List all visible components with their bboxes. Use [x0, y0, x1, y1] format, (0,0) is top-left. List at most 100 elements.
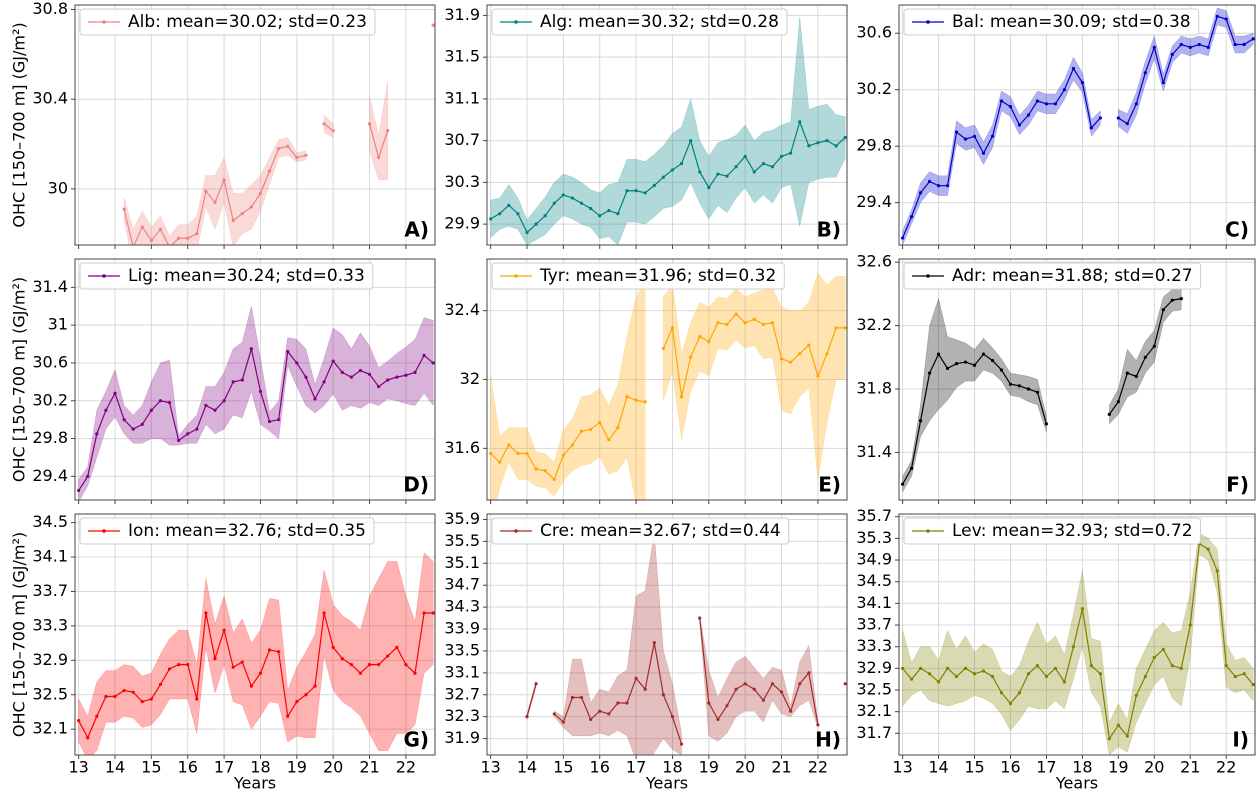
marker — [936, 184, 941, 188]
marker — [752, 317, 756, 321]
legend-marker — [514, 20, 518, 24]
y-axis-label: OHC [150–700 m] (GJ/m²) — [10, 22, 29, 227]
marker — [1017, 384, 1022, 388]
legend-box — [903, 517, 1202, 545]
marker — [525, 715, 529, 719]
x-tick-label: 16 — [590, 758, 610, 777]
x-tick-label: 13 — [892, 758, 912, 777]
marker — [634, 189, 638, 193]
marker — [963, 666, 968, 670]
marker — [789, 151, 793, 155]
marker — [972, 672, 977, 676]
y-tick-label: 32.9 — [32, 650, 68, 669]
marker — [367, 663, 372, 667]
marker — [725, 322, 729, 327]
std-band — [123, 137, 307, 245]
plot-frame — [74, 513, 436, 756]
marker — [843, 326, 847, 330]
panel-label: G) — [403, 728, 429, 752]
marker — [213, 200, 217, 204]
y-tick-label: 32.1 — [32, 719, 68, 738]
marker — [395, 645, 399, 650]
marker — [1026, 672, 1031, 676]
marker — [945, 366, 950, 371]
std-band — [369, 81, 388, 181]
marker — [1017, 123, 1022, 127]
marker — [516, 451, 520, 456]
panel: 31.4 31.8 32.2 32.6 Adr: mean=31.88; std=0.2… — [856, 252, 1256, 504]
x-tick-label: 17 — [626, 758, 646, 777]
marker — [431, 361, 435, 365]
marker — [177, 438, 181, 443]
legend: Ion: mean=32.76; std=0.35 — [79, 517, 375, 545]
marker — [1089, 664, 1093, 668]
marker — [734, 687, 738, 691]
marker — [552, 477, 556, 481]
x-tick-label: 15 — [964, 758, 984, 777]
x-tick-label: 22 — [396, 758, 416, 777]
marker — [816, 374, 820, 378]
marker — [367, 372, 372, 376]
marker — [1008, 382, 1013, 386]
marker — [927, 179, 932, 184]
marker — [113, 391, 117, 395]
y-tick-label: 31.4 — [856, 442, 892, 461]
marker — [167, 667, 172, 671]
panel: 29.4 29.8 30.2 30.6 31 31.4 Lig: mean=30.24; s… — [32, 258, 436, 504]
marker — [322, 611, 326, 615]
y-tick-label: 32 — [460, 369, 480, 388]
marker — [168, 246, 171, 249]
marker — [95, 432, 99, 436]
y-tick-label: 34.3 — [444, 597, 480, 616]
marker — [277, 418, 281, 422]
y-tick-label: 31.7 — [856, 723, 892, 742]
marker — [807, 343, 811, 347]
legend-label: Adr: mean=31.88; std=0.27 — [952, 266, 1193, 286]
plot-area — [900, 7, 1255, 245]
marker — [186, 663, 190, 667]
x-tick-label: 18 — [250, 758, 270, 777]
marker — [1251, 682, 1255, 687]
marker — [716, 321, 720, 325]
marker — [77, 718, 81, 723]
marker — [589, 206, 593, 211]
marker — [1224, 664, 1228, 668]
marker — [972, 134, 977, 138]
y-tick-label: 31.9 — [444, 728, 480, 747]
marker — [240, 211, 244, 216]
x-tick-label: 14 — [517, 758, 537, 777]
legend-box — [491, 262, 785, 290]
marker — [386, 654, 390, 658]
marker — [113, 694, 117, 699]
marker — [981, 151, 986, 155]
marker — [972, 363, 977, 367]
plot-frame — [486, 4, 848, 246]
plot-area — [77, 552, 435, 755]
panel-label: D) — [403, 473, 429, 497]
legend-marker — [102, 274, 106, 278]
y-axis-label: OHC [150–700 m] (GJ/m²) — [10, 277, 29, 482]
marker — [422, 353, 426, 357]
panel: 31.6 32 32.4 Tyr: mean=31.96; std=0.32 E) — [444, 258, 848, 504]
marker — [204, 189, 208, 193]
marker — [679, 742, 684, 746]
marker — [652, 183, 656, 188]
marker — [404, 663, 408, 667]
marker — [1242, 672, 1246, 676]
marker — [789, 709, 793, 713]
x-tick-label: 22 — [1216, 758, 1236, 777]
y-tick-label: 33.7 — [32, 581, 68, 600]
legend-box — [491, 517, 790, 545]
marker — [1134, 374, 1138, 378]
marker — [1233, 42, 1237, 47]
std-band — [554, 533, 682, 755]
legend-marker — [926, 274, 930, 278]
marker — [1161, 81, 1165, 85]
marker — [313, 397, 317, 401]
marker — [395, 375, 399, 379]
marker — [1188, 45, 1192, 49]
marker — [195, 427, 199, 431]
marker — [616, 701, 620, 705]
marker — [570, 443, 575, 447]
marker — [716, 717, 720, 721]
